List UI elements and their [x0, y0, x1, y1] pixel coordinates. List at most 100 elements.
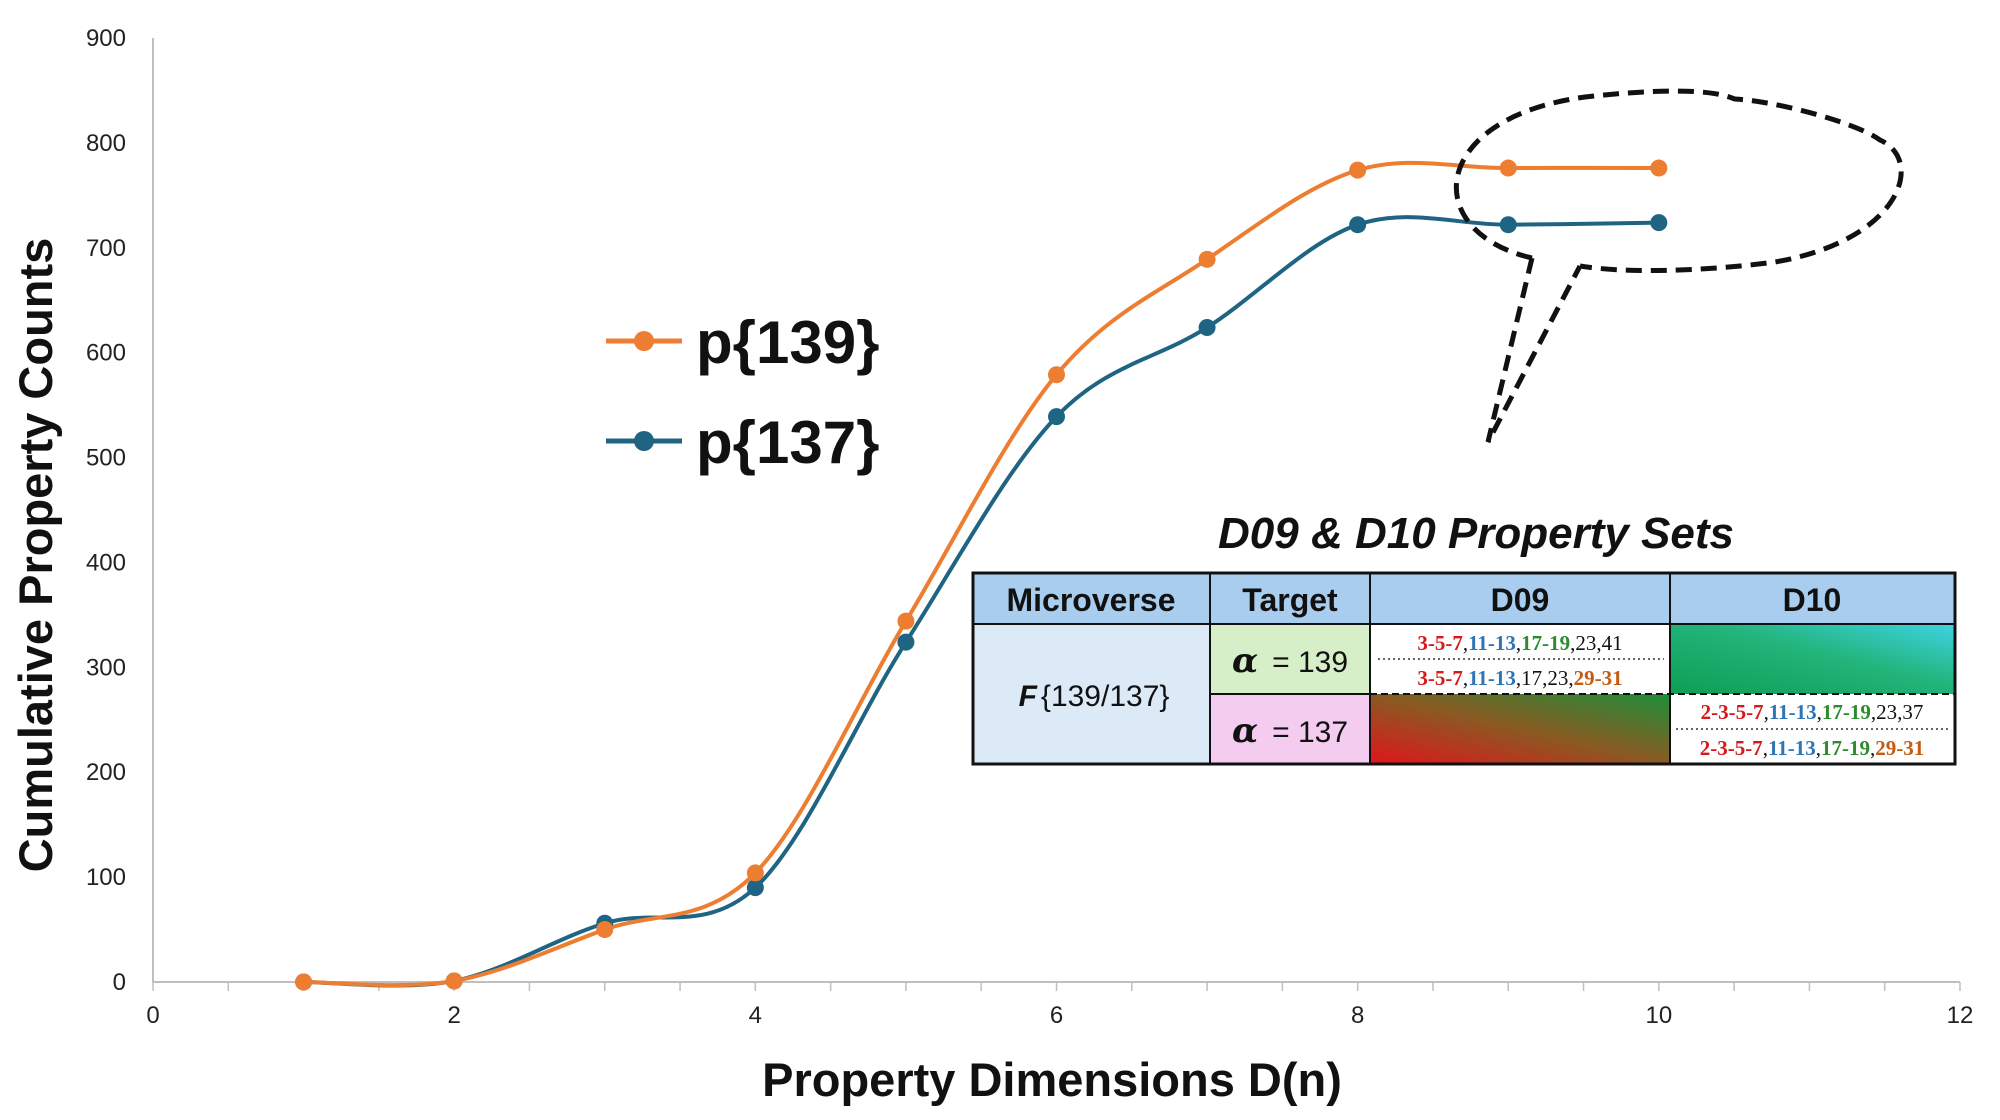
property-set-segment: ,23,41 [1570, 631, 1623, 655]
series-1-point [1349, 216, 1367, 234]
property-set-segment: 29-31 [1875, 736, 1924, 760]
d09-row2-gradient [1370, 694, 1670, 764]
legend-label-1: p{137} [696, 409, 879, 476]
property-set-segment: , [1870, 736, 1875, 760]
series-0-point [1499, 159, 1517, 177]
y-tick-label: 400 [86, 549, 126, 576]
legend-marker-1 [634, 431, 654, 451]
y-tick-label: 700 [86, 235, 126, 262]
y-tick-label: 0 [113, 969, 126, 996]
x-tick-label: 12 [1947, 1002, 1974, 1029]
microverse-cell-bg [973, 624, 1210, 764]
property-set-segment: 3-5-7 [1417, 666, 1463, 690]
header-microverse: Microverse [1007, 582, 1176, 618]
series-0-point [1198, 250, 1216, 268]
y-tick-label: 500 [86, 445, 126, 472]
table-header-bg [973, 573, 1955, 624]
header-d09: D09 [1491, 582, 1550, 618]
table-outer-border [971, 571, 1957, 766]
property-set-segment: ,23,37 [1871, 700, 1924, 724]
legend: p{139} p{137} [606, 309, 879, 476]
x-tick-label: 8 [1351, 1002, 1364, 1029]
callout-bubble [1453, 88, 1904, 444]
series-line-1 [303, 215, 1659, 988]
series-0-point [897, 612, 915, 630]
callout-pointer [1485, 257, 1583, 444]
property-set-segment: , [1764, 700, 1769, 724]
property-set-segment: 3-5-7 [1417, 631, 1463, 655]
microverse-set: {139/137} [1041, 680, 1169, 713]
y-tick-label: 100 [86, 864, 126, 891]
property-set-segment: , [1763, 736, 1768, 760]
property-set-line: 2-3-5-7,11-13,17-19,29-31 [1700, 736, 1925, 760]
alpha-137-cell-bg [1210, 694, 1370, 764]
property-set-segment: 29-31 [1574, 666, 1623, 690]
series-layer [295, 159, 1668, 991]
property-set-segment: 17-19 [1822, 700, 1871, 724]
property-set-segment: 17-19 [1521, 631, 1570, 655]
series-1-point [746, 879, 764, 897]
property-set-segment: 2-3-5-7 [1700, 736, 1763, 760]
x-tick-label: 2 [447, 1002, 460, 1029]
alpha-137-label: α = 137 [1232, 711, 1348, 751]
legend-label-0: p{139} [696, 309, 879, 376]
property-set-segment: 11-13 [1768, 736, 1816, 760]
d10-row1-gradient [1670, 624, 1955, 694]
x-axis-label: Property Dimensions D(n) [762, 1053, 1342, 1106]
series-0-point [596, 921, 614, 939]
property-set-segment: 11-13 [1468, 631, 1516, 655]
callout-ellipse [1453, 88, 1904, 273]
d10-row2-sets: 2-3-5-7,11-13,17-19,23,372-3-5-7,11-13,1… [1700, 700, 1925, 760]
microverse-label: F {139/137} [1019, 680, 1170, 713]
header-d10: D10 [1783, 582, 1842, 618]
y-tick-label: 200 [86, 759, 126, 786]
series-line-0 [303, 160, 1659, 988]
alpha-symbol: α [1232, 641, 1258, 681]
series-0-point [746, 864, 764, 882]
property-set-segment: 11-13 [1468, 666, 1516, 690]
x-tick-label: 4 [749, 1002, 762, 1029]
property-set-line: 3-5-7,11-13,17-19,23,41 [1417, 631, 1622, 655]
series-1-point [1650, 214, 1668, 232]
x-tick-label: 6 [1050, 1002, 1063, 1029]
series-0-point [1650, 159, 1668, 177]
property-set-segment: , [1816, 736, 1821, 760]
property-set-segment: , [1463, 631, 1468, 655]
series-0-point [295, 973, 313, 991]
property-set-segment: , [1516, 631, 1521, 655]
alpha-139-value: = 139 [1272, 646, 1348, 679]
alpha-139-cell-bg [1210, 624, 1370, 694]
y-tick-label: 600 [86, 340, 126, 367]
microverse-f: F [1019, 680, 1038, 713]
series-0-point [1048, 366, 1065, 384]
property-set-segment: 17-19 [1821, 736, 1870, 760]
d09-row1-sets: 3-5-7,11-13,17-19,23,413-5-7,11-13,17,23… [1417, 631, 1622, 690]
legend-marker-0 [634, 331, 654, 351]
x-tick-label: 0 [146, 1002, 159, 1029]
x-tick-label: 10 [1645, 1002, 1672, 1029]
series-1-point [1499, 216, 1517, 234]
y-tick-label: 900 [86, 25, 126, 52]
property-set-line: 3-5-7,11-13,17,23,29-31 [1417, 666, 1622, 690]
table-title: D09 & D10 Property Sets [1218, 509, 1734, 558]
property-set-segment: , [1817, 700, 1822, 724]
series-1-point [1198, 318, 1216, 336]
property-set-segment: 2-3-5-7 [1701, 700, 1764, 724]
property-set-segment: 11-13 [1769, 700, 1817, 724]
series-0-point [445, 972, 463, 990]
alpha-symbol: α [1232, 711, 1258, 751]
header-target: Target [1242, 582, 1338, 618]
y-tick-label: 300 [86, 654, 126, 681]
alpha-139-label: α = 139 [1232, 641, 1348, 681]
property-table: Microverse Target D09 D10 F {139/137} α = … [971, 571, 1957, 766]
series-1-point [897, 633, 915, 651]
alpha-137-value: = 137 [1272, 716, 1348, 749]
property-set-segment: ,17,23, [1516, 666, 1574, 690]
series-0-point [1349, 161, 1367, 179]
series-1-point [1048, 408, 1065, 426]
y-axis-label: Cumulative Property Counts [9, 238, 62, 873]
property-set-line: 2-3-5-7,11-13,17-19,23,37 [1701, 700, 1924, 724]
y-tick-label: 800 [86, 130, 126, 157]
property-set-segment: , [1463, 666, 1468, 690]
